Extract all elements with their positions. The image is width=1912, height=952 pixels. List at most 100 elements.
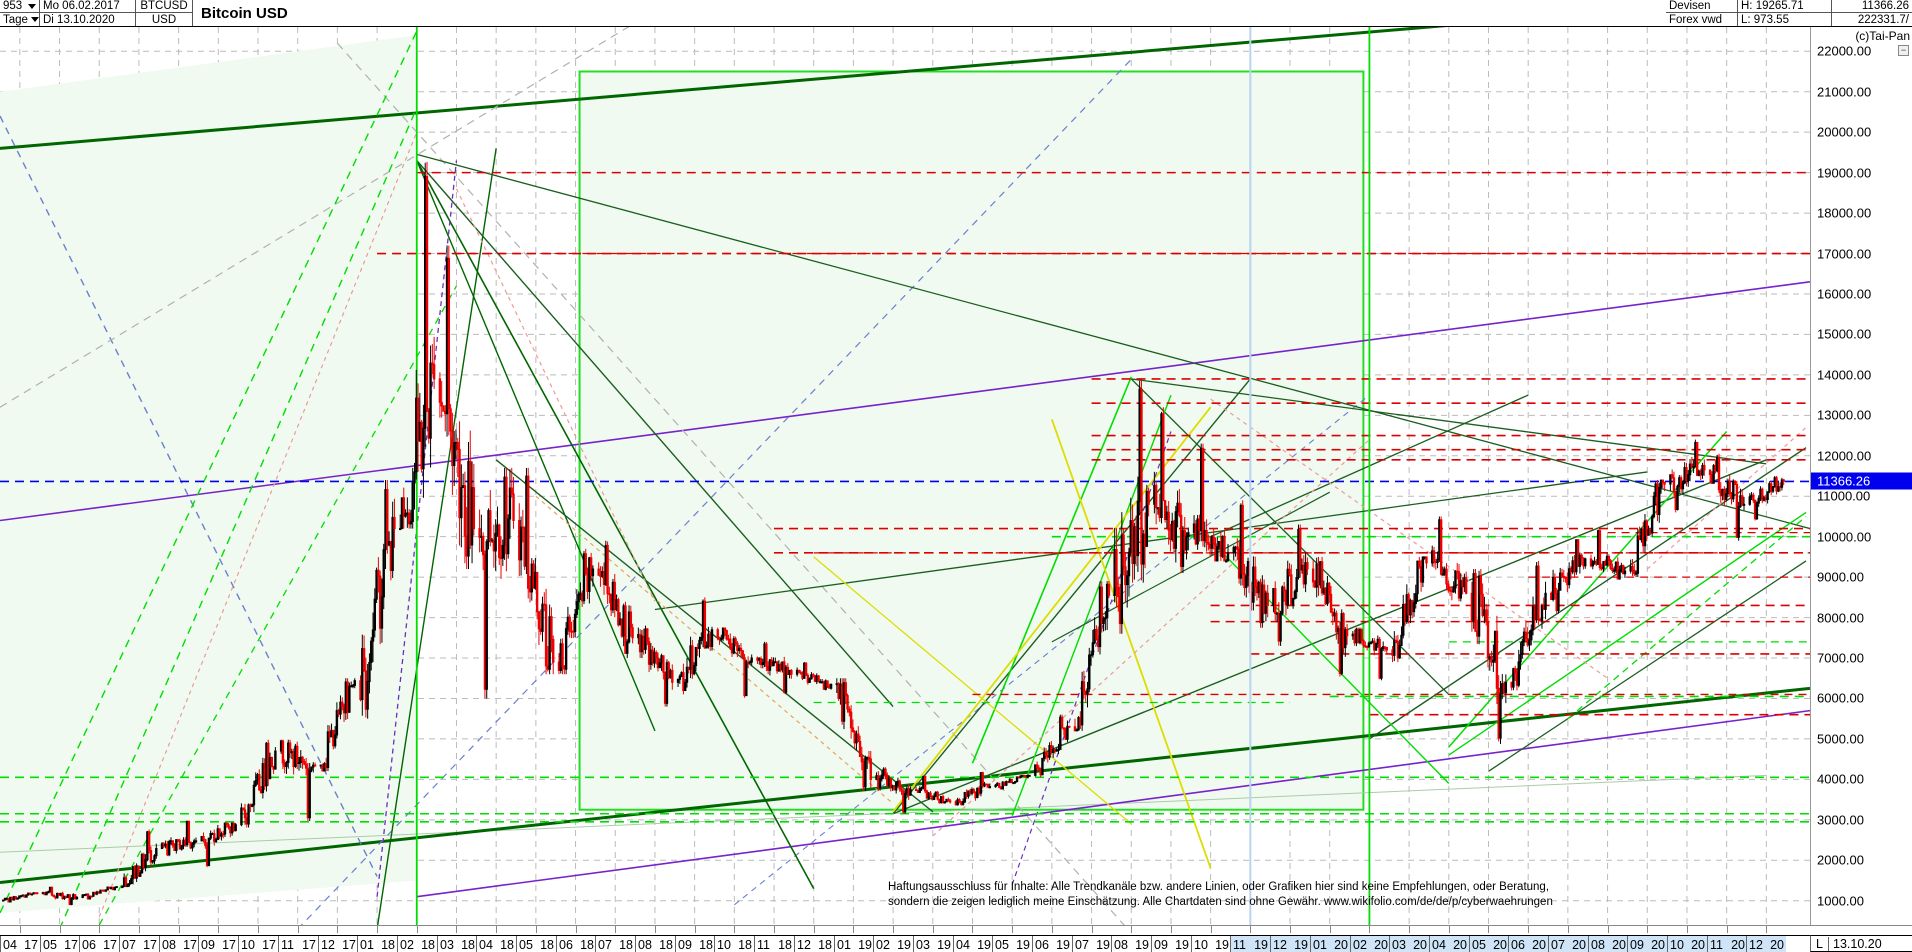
date-axis-cell[interactable]: 07 19 bbox=[1072, 936, 1112, 952]
candle-body bbox=[1212, 536, 1215, 545]
date-tick bbox=[20, 926, 21, 933]
date-axis-cell[interactable]: 03 18 bbox=[437, 936, 477, 952]
date-axis-cell[interactable]: 06 18 bbox=[556, 936, 596, 952]
candle-body bbox=[819, 681, 822, 684]
date-axis-cell[interactable]: 12 18 bbox=[794, 936, 834, 952]
date-axis-cell[interactable]: 04 19 bbox=[953, 936, 993, 952]
date-axis-cell[interactable]: 02 20 bbox=[1350, 936, 1390, 952]
date-axis-cell[interactable]: 10 19 bbox=[1191, 936, 1231, 952]
candle-body bbox=[391, 516, 394, 572]
candle-body bbox=[192, 840, 196, 845]
date-axis-cell[interactable]: 07 18 bbox=[595, 936, 635, 952]
date-tick bbox=[576, 926, 577, 933]
candle-body bbox=[1394, 639, 1398, 643]
date-axis-cell[interactable]: 11 19 bbox=[1230, 936, 1270, 952]
candle-body bbox=[687, 666, 690, 670]
candle-body bbox=[1778, 486, 1782, 489]
date-axis-cell[interactable]: 05 20 bbox=[1469, 936, 1509, 952]
price-tick-label: 2000.00 bbox=[1817, 852, 1864, 868]
date-axis-cell[interactable]: 06 20 bbox=[1508, 936, 1548, 952]
candle-body bbox=[730, 647, 734, 654]
date-axis-cell[interactable]: 12 19 bbox=[1270, 936, 1310, 952]
date-label-row[interactable]: 04 17 05 17 06 17 07 17 08 17 09 17 10 17 11 17 12 17 01 18… bbox=[0, 935, 1810, 952]
date-axis-cell[interactable]: 07 20 bbox=[1548, 936, 1588, 952]
date-tick bbox=[1369, 926, 1370, 933]
date-month: 08 bbox=[162, 937, 176, 952]
date-axis-cell[interactable]: 09 19 bbox=[1151, 936, 1191, 952]
date-month: 08 bbox=[638, 937, 652, 952]
candle-body bbox=[1125, 575, 1129, 586]
date-axis-cell[interactable]: 01 19 bbox=[834, 936, 874, 952]
date-from[interactable]: Mo 06.02.2017 bbox=[40, 0, 135, 14]
date-axis-cell[interactable]: 10 20 bbox=[1667, 936, 1707, 952]
date-axis-cell[interactable]: 08 19 bbox=[1111, 936, 1151, 952]
date-year: 20 bbox=[1532, 937, 1546, 952]
candle-body bbox=[93, 891, 97, 895]
candle-body bbox=[539, 628, 542, 632]
date-axis-cell[interactable]: 12 17 bbox=[318, 936, 358, 952]
date-year: 19 bbox=[1096, 937, 1110, 952]
candle-body bbox=[1079, 717, 1082, 726]
purple-trend-lower bbox=[416, 709, 1810, 898]
candle-body bbox=[1703, 464, 1706, 471]
date-axis-cell[interactable]: 08 17 bbox=[159, 936, 199, 952]
date-axis-cell[interactable]: 06 19 bbox=[1032, 936, 1072, 952]
candle-body bbox=[1266, 592, 1269, 606]
date-axis-cell[interactable]: 05 18 bbox=[516, 936, 556, 952]
date-axis-cell[interactable]: 01 18 bbox=[357, 936, 397, 952]
date-axis-cell[interactable]: 12 20 bbox=[1746, 936, 1786, 952]
date-axis-cell[interactable]: 03 20 bbox=[1389, 936, 1429, 952]
date-axis-cell[interactable]: 09 17 bbox=[198, 936, 238, 952]
date-tick bbox=[774, 926, 775, 933]
date-axis-cell[interactable]: 04 17 bbox=[0, 936, 40, 952]
candle-body bbox=[505, 476, 508, 555]
date-axis-cell[interactable]: 05 19 bbox=[992, 936, 1032, 952]
candle-body bbox=[613, 581, 616, 611]
date-axis-cell[interactable]: 10 18 bbox=[714, 936, 754, 952]
date-axis-cell[interactable]: 01 20 bbox=[1310, 936, 1350, 952]
date-year: 18 bbox=[580, 937, 594, 952]
date-axis-cell[interactable]: 05 17 bbox=[40, 936, 80, 952]
candle-body bbox=[1360, 629, 1363, 642]
candle-body bbox=[1688, 463, 1692, 476]
date-month: 01 bbox=[1313, 937, 1327, 952]
long-descending-1 bbox=[416, 160, 894, 708]
date-axis-cell[interactable]: 10 17 bbox=[238, 936, 278, 952]
candle-body bbox=[420, 421, 423, 470]
date-axis-cell[interactable]: 07 17 bbox=[119, 936, 159, 952]
candle-body bbox=[743, 657, 746, 697]
date-axis-cell[interactable]: 11 17 bbox=[278, 936, 318, 952]
date-axis-cell[interactable]: 02 19 bbox=[873, 936, 913, 952]
candle-body bbox=[1022, 774, 1026, 777]
interval-dropdown[interactable]: Tage bbox=[0, 13, 39, 26]
date-axis-cell[interactable]: 11 18 bbox=[754, 936, 794, 952]
date-axis-cell[interactable]: 03 19 bbox=[913, 936, 953, 952]
date-axis-cell[interactable]: 11 20 bbox=[1707, 936, 1747, 952]
date-axis[interactable]: 04 17 05 17 06 17 07 17 08 17 09 17 10 17 11 17 12 17 01 18… bbox=[0, 925, 1912, 952]
date-axis-cell[interactable]: 08 18 bbox=[635, 936, 675, 952]
bars-count-dropdown[interactable]: 953 bbox=[0, 0, 39, 14]
date-to[interactable]: Di 13.10.2020 bbox=[43, 13, 115, 26]
date-axis-cell[interactable]: 02 18 bbox=[397, 936, 437, 952]
date-axis-cell[interactable]: 08 20 bbox=[1588, 936, 1628, 952]
candle-body bbox=[784, 666, 788, 693]
candle-body bbox=[1097, 638, 1100, 648]
axis-collapse-button[interactable]: − bbox=[1898, 45, 1909, 56]
date-axis-cell[interactable]: 04 18 bbox=[476, 936, 516, 952]
price-axis[interactable]: (c)Tai-Pan − 22000.00 21000.00 20000.00 190… bbox=[1810, 27, 1912, 925]
candle-body bbox=[599, 574, 602, 577]
candle-body bbox=[25, 894, 28, 898]
last-bar-marker: L bbox=[1811, 936, 1829, 951]
candle-body bbox=[57, 892, 61, 896]
candle-body bbox=[447, 257, 451, 410]
candle-body bbox=[729, 638, 732, 649]
date-axis-cell[interactable]: 06 17 bbox=[79, 936, 119, 952]
candle-body bbox=[572, 630, 575, 633]
candle-body bbox=[1542, 605, 1545, 610]
candle-body bbox=[570, 630, 573, 633]
candle-body bbox=[810, 674, 813, 680]
price-chart-canvas[interactable] bbox=[0, 27, 1810, 925]
date-axis-cell[interactable]: 09 18 bbox=[675, 936, 715, 952]
date-axis-cell[interactable]: 04 20 bbox=[1429, 936, 1469, 952]
date-axis-cell[interactable]: 09 20 bbox=[1627, 936, 1667, 952]
